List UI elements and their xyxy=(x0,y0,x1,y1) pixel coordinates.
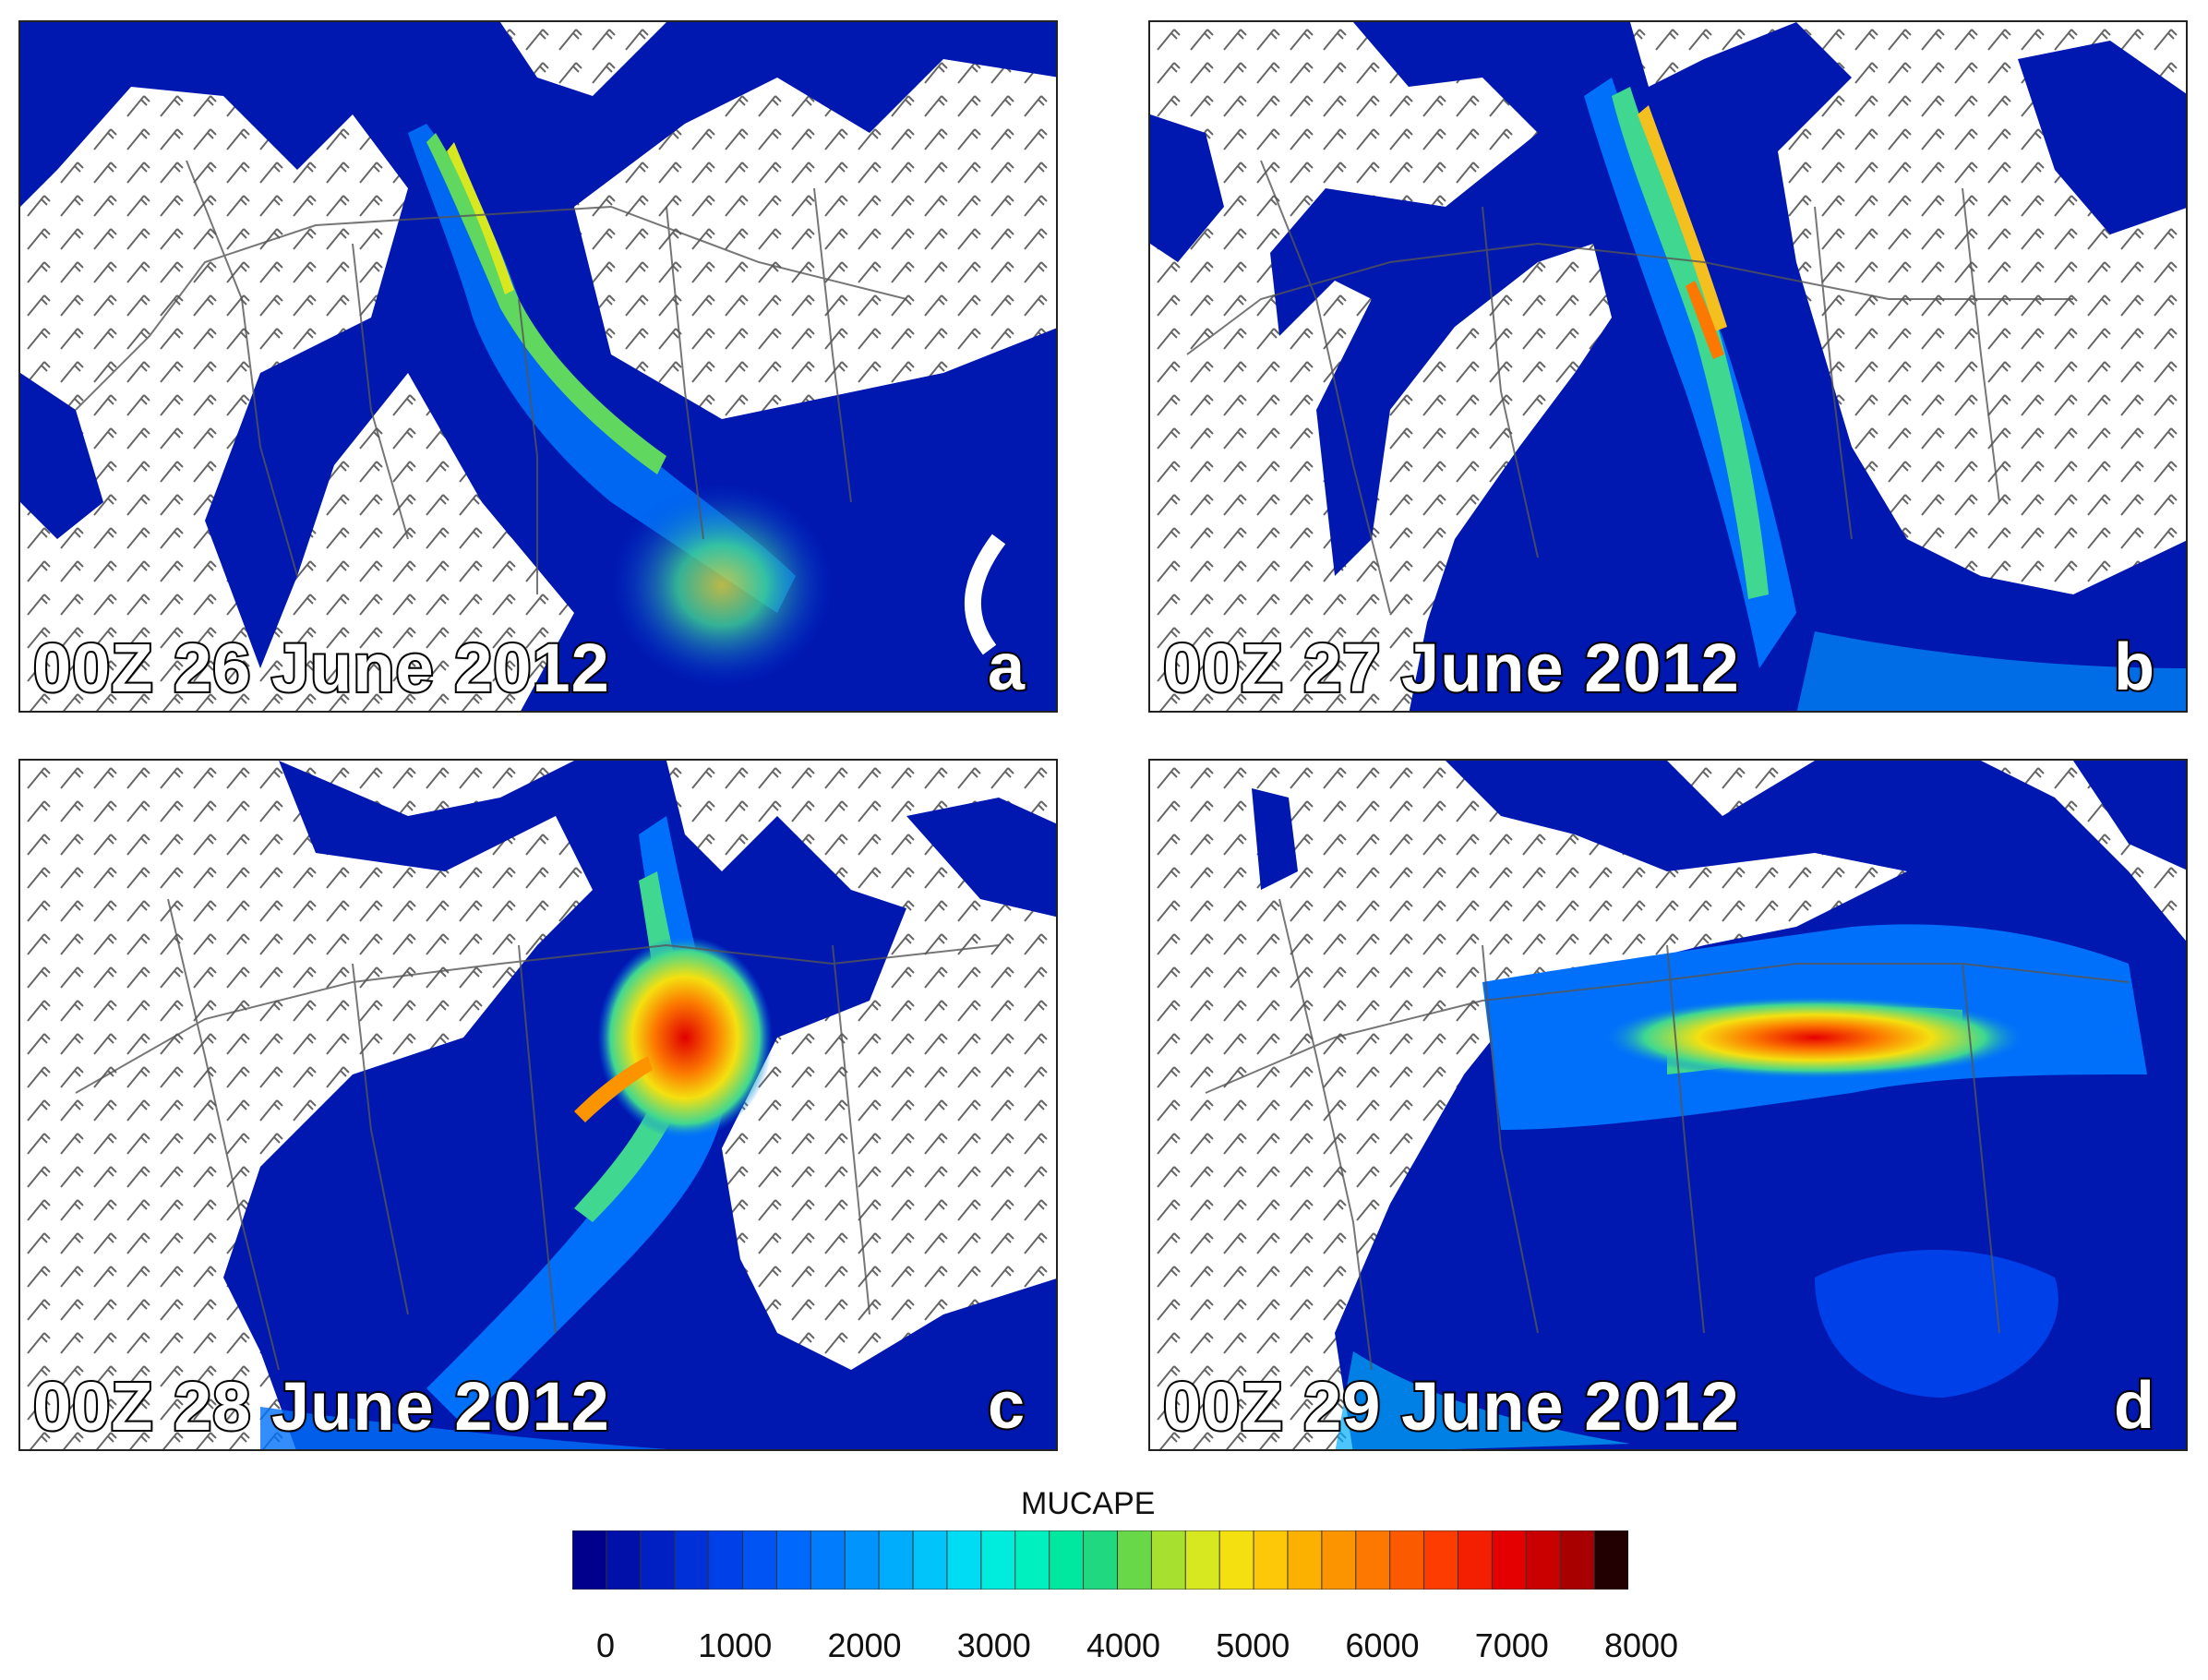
colorbar-swatch xyxy=(674,1530,710,1590)
map-panel-b: 00Z 27 June 2012 b xyxy=(1148,20,2188,713)
panel-letter-label: a xyxy=(986,629,1026,706)
colorbar-swatch xyxy=(1593,1530,1628,1590)
colorbar-tick-label: 4000 xyxy=(1086,1626,1161,1664)
colorbar-swatch xyxy=(912,1530,948,1590)
colorbar-tick-label: 8000 xyxy=(1603,1626,1679,1664)
colorbar-tick-label: 7000 xyxy=(1474,1626,1549,1664)
colorbar-swatch xyxy=(1049,1530,1085,1590)
colorbar-swatch xyxy=(1014,1530,1050,1590)
mucape-colorbar xyxy=(572,1530,1628,1590)
panel-letter-label: c xyxy=(986,1367,1026,1445)
map-panel-d: 00Z 29 June 2012 d xyxy=(1148,759,2188,1451)
colorbar-swatch xyxy=(1423,1530,1459,1590)
panel-date-label: 00Z 26 June 2012 xyxy=(31,628,611,708)
colorbar-swatch xyxy=(1525,1530,1562,1590)
colorbar-swatch xyxy=(1083,1530,1119,1590)
colorbar-swatch xyxy=(1184,1530,1221,1590)
colorbar-swatch xyxy=(1253,1530,1289,1590)
map-panel-a: 00Z 26 June 2012 a xyxy=(18,20,1058,713)
panel-date-label: 00Z 29 June 2012 xyxy=(1161,1366,1741,1446)
colorbar-swatch xyxy=(1559,1530,1596,1590)
colorbar-swatch xyxy=(1150,1530,1187,1590)
colorbar-swatch xyxy=(775,1530,812,1590)
mucape-map-b xyxy=(1150,22,2186,711)
colorbar-tick-label: 6000 xyxy=(1345,1626,1420,1664)
mucape-map-d xyxy=(1150,761,2186,1449)
colorbar-tick-label: 0 xyxy=(595,1626,616,1664)
colorbar-swatch xyxy=(878,1530,915,1590)
colorbar-swatch xyxy=(1218,1530,1255,1590)
map-panel-c: 00Z 28 June 2012 c xyxy=(18,759,1058,1451)
colorbar-swatch xyxy=(810,1530,846,1590)
panel-letter-label: b xyxy=(2112,629,2156,706)
colorbar-swatch xyxy=(946,1530,982,1590)
colorbar-swatch xyxy=(572,1530,607,1590)
panel-date-label: 00Z 28 June 2012 xyxy=(31,1366,611,1446)
mucape-map-c xyxy=(20,761,1056,1449)
colorbar-swatch xyxy=(640,1530,676,1590)
colorbar-swatch xyxy=(1491,1530,1528,1590)
colorbar-swatch xyxy=(708,1530,744,1590)
colorbar-swatch xyxy=(742,1530,778,1590)
colorbar-swatch xyxy=(980,1530,1016,1590)
colorbar-swatch xyxy=(606,1530,642,1590)
panel-letter-label: d xyxy=(2112,1367,2156,1445)
panel-date-label: 00Z 27 June 2012 xyxy=(1161,628,1741,708)
colorbar-tick-label: 5000 xyxy=(1216,1626,1290,1664)
colorbar-tick-label: 3000 xyxy=(956,1626,1031,1664)
colorbar-swatch xyxy=(1457,1530,1494,1590)
colorbar-swatch xyxy=(844,1530,881,1590)
mucape-map-a xyxy=(20,22,1056,711)
colorbar-swatch xyxy=(1355,1530,1391,1590)
colorbar-swatch xyxy=(1389,1530,1425,1590)
colorbar-swatch xyxy=(1287,1530,1323,1590)
colorbar-tick-label: 2000 xyxy=(827,1626,902,1664)
colorbar-title: MUCAPE xyxy=(1021,1486,1156,1521)
colorbar-swatch xyxy=(1321,1530,1357,1590)
colorbar-tick-label: 1000 xyxy=(698,1626,773,1664)
colorbar-swatch xyxy=(1116,1530,1153,1590)
